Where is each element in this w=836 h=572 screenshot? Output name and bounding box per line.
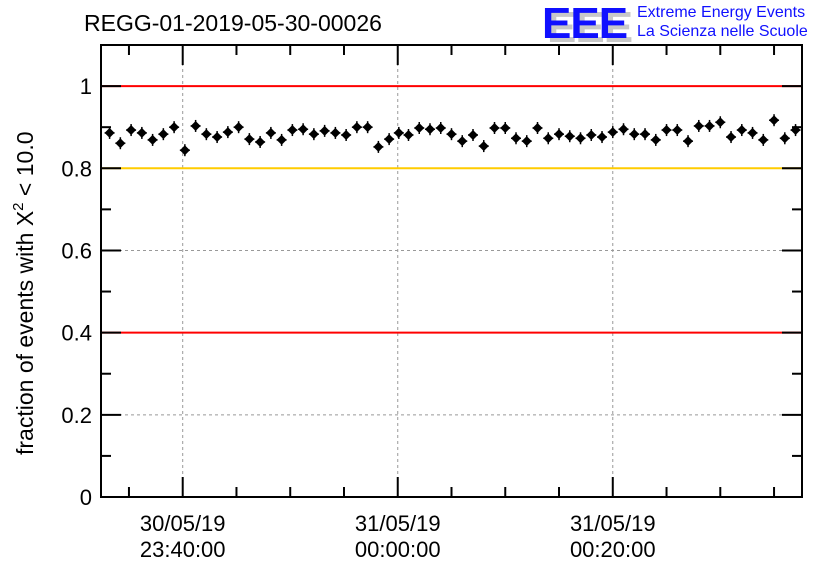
data-point [618,124,629,135]
data-point [575,133,586,144]
y-tick-label: 0.2 [61,403,92,428]
y-tick-label: 0.8 [61,156,92,181]
data-point [511,133,522,144]
data-point [287,125,298,136]
data-point [126,125,137,136]
data-point [255,136,266,147]
x-tick-label-date: 31/05/19 [355,511,441,536]
data-point [607,127,618,138]
eee-logo: EEE [542,0,628,48]
y-tick-label: 0.6 [61,238,92,263]
data-point [265,127,276,138]
data-point [169,122,180,133]
chart-title: REGG-01-2019-05-30-00026 [84,10,382,36]
data-point [532,123,543,134]
data-point [373,141,384,152]
data-point [351,122,362,133]
data-point [341,129,352,140]
data-point [414,123,425,134]
y-tick-label: 0 [80,485,92,510]
data-point [319,125,330,136]
y-axis-label-main: fraction of events with X [12,211,38,455]
logo-line-1: Extreme Energy Events [637,4,806,21]
data-point [147,134,158,145]
data-point [736,125,747,136]
data-point [769,115,780,126]
logo-line-2: La Scienza nelle Scuole [637,23,808,40]
x-tick-label-date: 30/05/19 [140,511,226,536]
data-point [554,129,565,140]
data-point [330,127,341,138]
data-point [222,127,233,138]
data-point [726,132,737,143]
y-axis-label-sup: 2 [10,202,27,210]
data-point [500,123,511,134]
data-point [629,129,640,140]
data-point [650,134,661,145]
data-point [779,133,790,144]
data-point [758,134,769,145]
data-point [468,129,479,140]
data-point [521,136,532,147]
x-tick-label-time: 00:00:00 [355,537,441,562]
data-point [115,138,126,149]
data-point [564,131,575,142]
data-point [190,120,201,131]
data-point [704,120,715,131]
data-point [179,145,190,156]
data-point [457,136,468,147]
data-point [586,129,597,140]
data-point [683,136,694,147]
logo-text: Extreme Energy Events La Scienza nelle S… [637,3,808,41]
data-point [543,133,554,144]
data-point [104,127,115,138]
data-point [640,129,651,140]
data-point [424,124,435,135]
data-point [362,122,373,133]
y-axis-label-tail: < 10.0 [12,131,38,202]
data-point [298,124,309,135]
data-point [446,129,457,140]
x-tick-label-time: 23:40:00 [140,537,226,562]
data-point [747,127,758,138]
grid [101,45,802,497]
data-point [597,132,608,143]
data-point [478,141,489,152]
data-points [104,114,801,157]
axes [100,44,803,498]
data-point [393,127,404,138]
data-point [693,120,704,131]
data-point [403,129,414,140]
data-point [672,125,683,136]
data-point [715,117,726,128]
data-point [435,123,446,134]
reference-lines [101,85,802,334]
x-tick-label-time: 00:20:00 [570,537,656,562]
data-point [308,129,319,140]
x-tick-label-date: 31/05/19 [570,511,656,536]
data-point [136,127,147,138]
y-tick-label: 1 [80,74,92,99]
tick-labels: 00.20.40.60.8130/05/1923:40:0031/05/1900… [61,74,655,562]
data-point [661,125,672,136]
y-axis-label: fraction of events with X2 < 10.0 [10,131,38,455]
data-point [244,134,255,145]
data-point [384,134,395,145]
data-point [158,129,169,140]
data-point [201,129,212,140]
data-point [212,132,223,143]
data-point [233,122,244,133]
data-point [276,134,287,145]
data-point [489,123,500,134]
y-tick-label: 0.4 [61,321,92,346]
plot-frame [100,44,803,498]
